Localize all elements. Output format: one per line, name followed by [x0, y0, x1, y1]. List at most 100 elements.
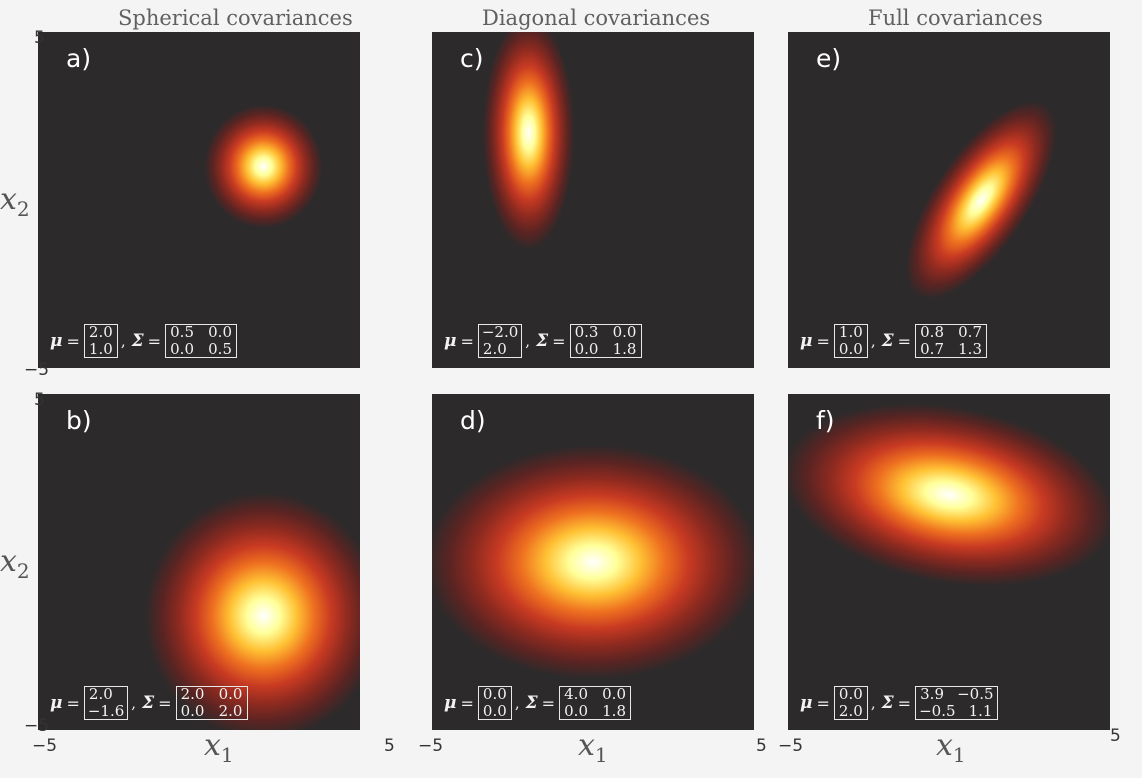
equals-sign: =	[541, 693, 556, 713]
sigma-symbol: Σ	[881, 693, 894, 713]
parameter-formula: μ = 2.0 −1.6, Σ = 2.0 0.0 0.0 2.0	[50, 686, 248, 720]
comma: ,	[870, 332, 876, 350]
covariance-value: −0.5	[957, 685, 994, 703]
gaussian-density-blob	[482, 32, 575, 251]
mean-row: 2.0	[838, 703, 864, 720]
column-title-full: Full covariances	[868, 6, 1043, 30]
covariance-row: −0.5 1.1	[919, 703, 993, 720]
covariance-row: 0.5 0.0	[169, 324, 233, 341]
covariance-row: 0.0 1.8	[574, 341, 638, 358]
mean-row: 0.0	[482, 703, 508, 720]
x-axis-symbol-1: x	[204, 728, 221, 763]
covariance-value: 1.1	[968, 702, 993, 720]
equals-sign: =	[816, 331, 830, 351]
covariance-matrix: 3.9 −0.5 −0.5 1.1	[915, 685, 998, 720]
mean-row: −2.0	[482, 324, 518, 341]
panel-label: d)	[460, 406, 486, 435]
covariance-row: 0.8 0.7	[919, 324, 983, 341]
equals-sign: =	[66, 331, 80, 351]
y-tick-min-bottom: −5	[24, 716, 50, 736]
mean-vector: 0.0 2.0	[833, 685, 868, 720]
mean-row: 2.0	[482, 341, 518, 358]
y-axis-subscript-bottom: 2	[16, 559, 30, 583]
mean-value: 1.0	[88, 340, 113, 358]
mean-value: 0.0	[482, 685, 507, 703]
mu-symbol: μ	[50, 693, 63, 713]
covariance-value: 0.0	[218, 685, 243, 703]
covariance-value: 3.9	[920, 685, 944, 703]
column-title-diagonal: Diagonal covariances	[482, 6, 711, 30]
y-tick-max-bottom: 5	[34, 390, 45, 410]
panel-f: f) μ = 0.0 2.0, Σ = 3.9 −0.5 −0.5 1.1	[788, 394, 1110, 730]
mean-value: −2.0	[481, 323, 519, 341]
sigma-symbol: Σ	[536, 331, 549, 351]
density-plot	[38, 32, 360, 368]
equals-sign: =	[460, 693, 474, 713]
covariance-matrix: 0.8 0.7 0.7 1.3	[915, 324, 988, 358]
covariance-value: 0.7	[958, 323, 982, 341]
panel-label: b)	[66, 406, 92, 435]
covariance-row: 0.0 2.0	[180, 703, 244, 720]
covariance-value: 0.8	[920, 323, 944, 341]
mean-vector: 1.0 0.0	[833, 323, 868, 358]
y-axis-title-bottom: x2	[0, 544, 30, 583]
x-tick-min-2: −5	[418, 736, 444, 756]
equals-sign: =	[897, 693, 912, 713]
equals-sign: =	[158, 693, 172, 713]
mean-row: −1.6	[88, 703, 124, 720]
covariance-matrix: 0.3 0.0 0.0 1.8	[569, 324, 642, 358]
covariance-value: 0.7	[920, 340, 944, 358]
parameter-formula: μ = 0.0 0.0, Σ = 4.0 0.0 0.0 1.8	[444, 685, 632, 720]
mean-value: −1.6	[87, 702, 125, 720]
covariance-row: 0.7 1.3	[919, 341, 983, 358]
covariance-value: 2.0	[218, 702, 243, 720]
panel-label: e)	[816, 44, 842, 73]
mean-row: 1.0	[88, 341, 114, 358]
y-axis-symbol-top: x	[0, 182, 17, 217]
mean-value: 2.0	[88, 685, 113, 703]
mean-value: 1.0	[838, 323, 863, 341]
mean-value: 0.0	[838, 685, 863, 703]
y-tick-max-top: 5	[34, 28, 45, 48]
sigma-symbol: Σ	[142, 693, 155, 713]
equals-sign: =	[147, 331, 162, 351]
mu-symbol: μ	[800, 331, 813, 351]
x-tick-max-3: 5	[1110, 726, 1121, 746]
mean-value: 0.0	[482, 702, 507, 720]
x-axis-subscript-1: 1	[220, 743, 234, 767]
panel-label: f)	[816, 406, 835, 435]
sigma-symbol: Σ	[131, 331, 144, 351]
panel-label: c)	[460, 44, 484, 73]
comma: ,	[131, 694, 137, 712]
sigma-symbol: Σ	[525, 693, 538, 713]
mean-value: 0.0	[838, 340, 863, 358]
mean-value: 2.0	[88, 323, 113, 341]
covariance-value: 1.8	[612, 340, 637, 358]
y-axis-symbol-bottom: x	[0, 544, 17, 579]
mean-value: 2.0	[838, 702, 863, 720]
covariance-value: 4.0	[564, 685, 588, 703]
covariance-value: 0.0	[602, 685, 626, 703]
equals-sign: =	[897, 331, 912, 351]
mu-symbol: μ	[444, 693, 457, 713]
gaussian-density-blob	[788, 403, 1110, 587]
plot-background	[432, 32, 754, 368]
panel-a: a) μ = 2.0 1.0, Σ = 0.5 0.0 0.0 0.5	[38, 32, 360, 368]
parameter-formula: μ = 0.0 2.0, Σ = 3.9 −0.5 −0.5 1.1	[800, 686, 998, 720]
gaussian-density-blob	[432, 444, 754, 680]
panel-c: c) μ = −2.0 2.0, Σ = 0.3 0.0 0.0 1.8	[432, 32, 754, 368]
covariance-value: 0.0	[574, 340, 599, 358]
density-plot	[788, 394, 1110, 730]
x-axis-title-1: x1	[204, 728, 234, 767]
gaussian-density-blob	[145, 492, 360, 730]
covariance-value: 0.5	[208, 340, 232, 358]
x-tick-max-1: 5	[384, 736, 395, 756]
panel-d: d) μ = 0.0 0.0, Σ = 4.0 0.0 0.0 1.8	[432, 394, 754, 730]
y-axis-subscript-top: 2	[16, 197, 30, 221]
mean-vector: 2.0 1.0	[83, 323, 118, 358]
covariance-row: 2.0 0.0	[180, 686, 244, 703]
covariance-value: 0.5	[170, 323, 194, 341]
equals-sign: =	[816, 693, 830, 713]
covariance-matrix: 2.0 0.0 0.0 2.0	[175, 686, 248, 720]
parameter-formula: μ = 2.0 1.0, Σ = 0.5 0.0 0.0 0.5	[50, 323, 238, 358]
